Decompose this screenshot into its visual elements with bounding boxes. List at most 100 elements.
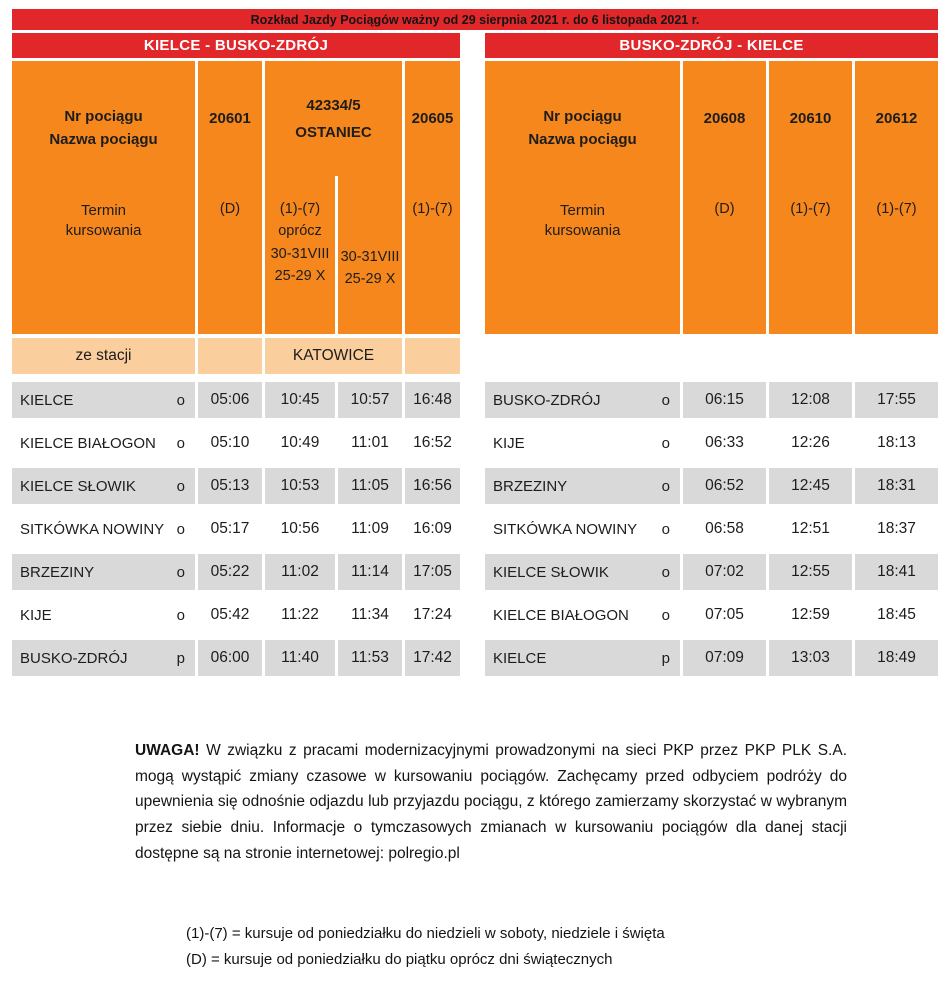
term-label: Termin kursowania — [65, 202, 142, 240]
time-cell: 05:10 — [210, 434, 250, 451]
train-number-20608: 20608 — [683, 61, 766, 176]
timetable-outbound: Nr pociągu Nazwa pociągu Termin kursowan… — [12, 61, 460, 683]
station-row: BRZEZINY o 05:22 11:02 11:14 17:05 — [12, 554, 460, 590]
station-row: BUSKO-ZDRÓJ o 06:15 12:08 17:55 — [485, 382, 938, 418]
station-name: KIELCE BIAŁOGON — [20, 434, 156, 452]
station-name: KIELCE SŁOWIK — [20, 477, 136, 495]
time-cell: 11:34 — [351, 606, 389, 623]
train-term-20612: (1)-(7) — [855, 176, 938, 334]
train-number-20601: 20601 — [198, 61, 262, 176]
arrival-departure-marker: o — [176, 434, 185, 452]
station-row: KIELCE p 07:09 13:03 18:49 — [485, 640, 938, 676]
train-number-42334-ostaniec: 42334/5 OSTANIEC — [265, 61, 402, 176]
station-row: SITKÓWKA NOWINY o 06:58 12:51 18:37 — [485, 511, 938, 547]
train-term-20601: (D) — [198, 176, 262, 334]
arrival-departure-marker: o — [176, 477, 185, 495]
time-cell: 10:53 — [265, 468, 335, 504]
time-cell: 06:15 — [683, 382, 766, 418]
station-name: KIELCE — [493, 649, 547, 667]
time-cell: 11:40 — [265, 640, 335, 676]
station-cell: KIELCE SŁOWIK o — [485, 554, 680, 590]
arrival-departure-marker: o — [661, 477, 670, 495]
direction-header-outbound: KIELCE - BUSKO-ZDRÓJ — [12, 33, 460, 58]
station-cell: SITKÓWKA NOWINY o — [12, 511, 195, 547]
train-term-20605: (1)-(7) — [405, 176, 460, 334]
time-cell: 16:56 — [405, 468, 460, 504]
station-cell: BUSKO-ZDRÓJ p — [12, 640, 195, 676]
note-text: W związku z pracami modernizacyjnymi pro… — [135, 742, 847, 862]
validity-banner: Rozkład Jazdy Pociągów ważny od 29 sierp… — [12, 9, 938, 30]
arrival-departure-marker: o — [176, 606, 185, 624]
arrival-departure-marker: o — [661, 520, 670, 538]
direction-header-return: BUSKO-ZDRÓJ - KIELCE — [485, 33, 938, 58]
time-cell: 10:45 — [265, 382, 335, 418]
time-cell: 12:45 — [769, 468, 852, 504]
direction-title-return: BUSKO-ZDRÓJ - KIELCE — [619, 37, 804, 54]
timetable-outbound-header: Nr pociągu Nazwa pociągu Termin kursowan… — [12, 61, 460, 334]
arrival-departure-marker: o — [661, 563, 670, 581]
time-cell: 10:56 — [280, 520, 320, 537]
arrival-departure-marker: o — [176, 520, 185, 538]
time-cell: 11:22 — [281, 606, 319, 623]
station-cell: BUSKO-ZDRÓJ o — [485, 382, 680, 418]
train-number-20610: 20610 — [769, 61, 852, 176]
station-row: BUSKO-ZDRÓJ p 06:00 11:40 11:53 17:42 — [12, 640, 460, 676]
origin-empty-cell — [405, 338, 460, 374]
station-cell: KIELCE p — [485, 640, 680, 676]
time-cell: 16:52 — [413, 434, 452, 451]
station-cell: KIJE o — [485, 425, 680, 461]
arrival-departure-marker: o — [661, 434, 670, 452]
time-cell: 06:52 — [683, 468, 766, 504]
station-row: KIELCE SŁOWIK o 05:13 10:53 11:05 16:56 — [12, 468, 460, 504]
station-name: SITKÓWKA NOWINY — [20, 520, 165, 538]
legend-line-d: (D) = kursuje od poniedziałku do piątku … — [186, 951, 613, 969]
arrival-departure-marker: p — [661, 649, 670, 667]
arrival-departure-marker: o — [176, 391, 185, 409]
station-cell: KIELCE SŁOWIK o — [12, 468, 195, 504]
time-cell: 07:02 — [683, 554, 766, 590]
train-number-20612: 20612 — [855, 61, 938, 176]
station-name: BUSKO-ZDRÓJ — [493, 391, 601, 409]
time-cell: 11:02 — [265, 554, 335, 590]
time-cell: 05:17 — [210, 520, 250, 537]
station-header-cell: Nr pociągu Nazwa pociągu Termin kursowan… — [12, 61, 195, 334]
station-name: KIELCE SŁOWIK — [493, 563, 609, 581]
station-cell: SITKÓWKA NOWINY o — [485, 511, 680, 547]
time-cell: 12:51 — [791, 520, 830, 537]
station-cell: KIELCE BIAŁOGON o — [12, 425, 195, 461]
time-cell: 18:49 — [855, 640, 938, 676]
time-cell: 17:05 — [405, 554, 460, 590]
origin-empty-cell — [198, 338, 262, 374]
station-name: SITKÓWKA NOWINY — [493, 520, 638, 538]
origin-row: ze stacji KATOWICE — [12, 338, 460, 374]
term-label: Termin kursowania — [544, 202, 621, 240]
time-cell: 11:53 — [338, 640, 402, 676]
time-cell: 16:09 — [413, 520, 452, 537]
station-cell: BRZEZINY o — [485, 468, 680, 504]
station-cell: KIELCE o — [12, 382, 195, 418]
station-row: KIJE o 05:42 11:22 11:34 17:24 — [12, 597, 460, 633]
time-cell: 16:48 — [405, 382, 460, 418]
direction-title-outbound: KIELCE - BUSKO-ZDRÓJ — [143, 37, 329, 54]
station-row: KIJE o 06:33 12:26 18:13 — [485, 425, 938, 461]
station-row: KIELCE SŁOWIK o 07:02 12:55 18:41 — [485, 554, 938, 590]
time-cell: 07:05 — [705, 606, 744, 623]
time-cell: 07:09 — [683, 640, 766, 676]
time-cell: 18:37 — [877, 520, 916, 537]
time-cell: 18:45 — [877, 606, 916, 623]
time-cell: 05:42 — [210, 606, 250, 623]
train-term-42334-b: 30-31VIII 25-29 X — [338, 176, 402, 334]
arrival-departure-marker: o — [176, 563, 185, 581]
train-number-label: Nr pociągu Nazwa pociągu — [49, 108, 158, 148]
note-paragraph: UWAGA! W związku z pracami modernizacyjn… — [135, 738, 847, 867]
time-cell: 11:05 — [338, 468, 402, 504]
station-name: KIJE — [493, 434, 525, 452]
origin-city: KATOWICE — [265, 338, 402, 374]
time-cell: 12:08 — [769, 382, 852, 418]
time-cell: 10:49 — [280, 434, 320, 451]
origin-row-label: ze stacji — [12, 338, 195, 374]
time-cell: 18:31 — [855, 468, 938, 504]
time-cell: 18:13 — [877, 434, 916, 451]
station-cell: KIELCE BIAŁOGON o — [485, 597, 680, 633]
return-station-rows: BUSKO-ZDRÓJ o 06:15 12:08 17:55 KIJE o 0… — [485, 382, 938, 676]
